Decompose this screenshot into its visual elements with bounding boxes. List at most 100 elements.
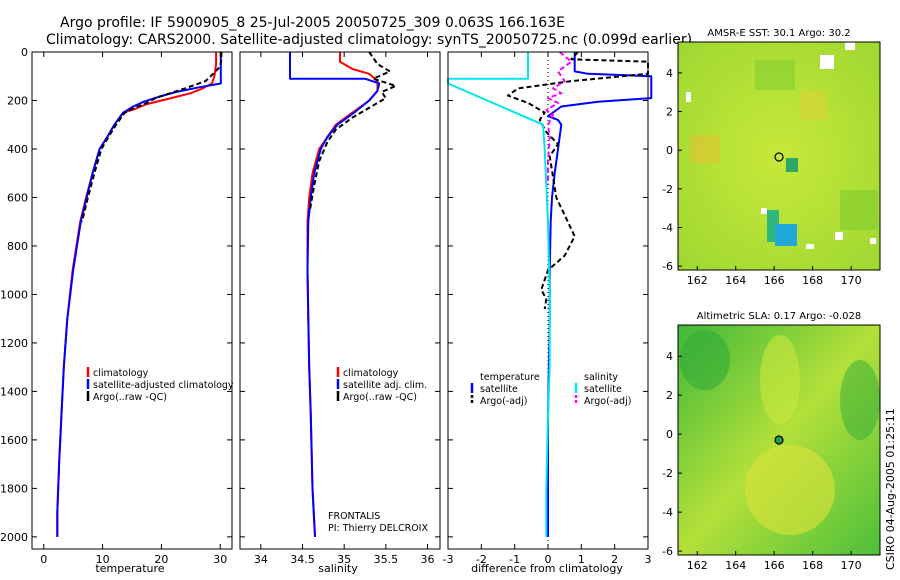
x-tick-label: 34.5 (290, 553, 315, 566)
difference-series-2 (447, 52, 551, 537)
map-x-tick-label: 170 (841, 559, 862, 572)
legend-label: Argo(..raw -QC) (93, 392, 167, 403)
y-tick-label: 800 (7, 240, 28, 253)
sst-missing-cell (820, 55, 834, 69)
map-x-tick-label: 166 (764, 559, 785, 572)
y-tick-label: 1400 (0, 385, 28, 398)
temperature-series-2 (81, 52, 223, 222)
map-x-tick-label: 162 (687, 559, 708, 572)
map-y-tick-label: 4 (666, 67, 673, 80)
difference-series-0 (547, 52, 653, 537)
salinity-series-2 (309, 51, 397, 210)
figure-title-line1: Argo profile: IF 5900905_8 25-Jul-2005 2… (60, 15, 565, 31)
x-tick-label: 34 (254, 553, 268, 566)
x-tick-label: 30 (213, 553, 227, 566)
temperature-xlabel: temperature (95, 562, 164, 575)
sla-high-region (760, 335, 800, 425)
map-y-tick-label: -2 (662, 183, 673, 196)
y-tick-label: 1800 (0, 482, 28, 495)
map-x-tick-label: 164 (725, 559, 746, 572)
temperature-series-0 (56, 52, 218, 537)
y-tick-label: 0 (21, 46, 28, 59)
sst-missing-cell (686, 92, 691, 102)
sst-cold-patch (786, 158, 798, 172)
sst-missing-cell (806, 244, 814, 249)
legend-label: Argo(-adj) (480, 396, 527, 407)
x-tick-label: 3 (645, 553, 652, 566)
y-tick-label: 200 (7, 94, 28, 107)
legend-label: Argo(-adj) (584, 396, 631, 407)
sst-map-frame (677, 41, 881, 271)
profile-panels: 0 10 20 30020040060080010001200140016001800… (0, 46, 653, 566)
y-tick-label: 2000 (0, 531, 28, 544)
x-tick-label: 0 (40, 553, 47, 566)
sla-low-region (680, 330, 730, 390)
y-tick-label: 400 (7, 143, 28, 156)
map-y-tick-label: 0 (666, 428, 673, 441)
y-tick-label: 1200 (0, 337, 28, 350)
x-tick-label: -3 (443, 553, 454, 566)
x-tick-label: 0 (545, 553, 552, 566)
salinity-frame (239, 51, 441, 550)
legend-label: satellite (480, 384, 518, 395)
sst-argo-marker (774, 152, 784, 162)
y-tick-label: 1000 (0, 288, 28, 301)
sst-missing-cell (835, 232, 843, 240)
difference-series-1 (507, 51, 649, 310)
legend-label: satellite (584, 384, 622, 395)
map-y-tick-label: 4 (666, 350, 673, 363)
sst-warm-patch (800, 90, 826, 120)
timestamp-label: CSIRO 04-Aug-2005 01:25:11 (884, 408, 897, 570)
legend-heading: temperature (480, 372, 540, 383)
salinity-annotation-line1: FRONTALIS (328, 511, 380, 522)
map-y-tick-label: -4 (662, 221, 673, 234)
y-tick-label: 600 (7, 191, 28, 204)
sla-argo-marker (774, 435, 784, 445)
x-tick-label: -1 (509, 553, 520, 566)
sst-map-title: AMSR-E SST: 30.1 Argo: 30.2 (707, 28, 850, 39)
x-tick-label: 20 (154, 553, 168, 566)
difference-panel: -3 -2 -1 0 1 2 3temperaturesatelliteArgo(-adj)… (443, 51, 653, 566)
sla-map-title: Altimetric SLA: 0.17 Argo: -0.028 (697, 311, 862, 322)
sst-missing-cell (761, 208, 767, 214)
salinity-annotation-line2: PI: Thierry DELCROIX (328, 523, 428, 534)
legend-label: climatology (343, 368, 399, 379)
map-y-tick-label: -2 (662, 467, 673, 480)
map-x-tick-label: 168 (802, 274, 823, 287)
map-y-tick-label: -6 (662, 545, 673, 558)
legend-label: Argo(..raw -QC) (343, 392, 417, 403)
legend-heading: salinity (584, 372, 618, 383)
temperature-series-1 (56, 52, 222, 537)
salinity-xlabel: salinity (318, 562, 358, 575)
map-y-tick-label: 2 (666, 389, 673, 402)
sla-map: Altimetric SLA: 0.17 Argo: -0.028 162 164… (662, 311, 881, 572)
sst-cold-patch (775, 224, 797, 246)
map-x-tick-label: 162 (687, 274, 708, 287)
legend-label: satellite adj. clim. (343, 380, 427, 391)
x-tick-label: 2 (611, 553, 618, 566)
map-x-tick-label: 166 (764, 274, 785, 287)
temperature-panel: 0 10 20 30 0 200 400 600 800 1000 1200 1400 1600 1800… (0, 46, 234, 566)
sst-cool-patch (840, 190, 878, 230)
legend-label: climatology (93, 368, 149, 379)
map-x-tick-label: 168 (802, 559, 823, 572)
sst-missing-cell (845, 42, 855, 50)
y-tick-label: 1600 (0, 434, 28, 447)
map-y-tick-label: 2 (666, 106, 673, 119)
map-x-tick-label: 164 (725, 274, 746, 287)
difference-series-3 (545, 51, 573, 186)
x-tick-label: 1 (578, 553, 585, 566)
figure-title-line2: Climatology: CARS2000. Satellite-adjuste… (46, 32, 692, 48)
sst-missing-cell (870, 238, 876, 244)
x-tick-label: 35 (337, 553, 351, 566)
difference-xlabel: difference from climatology (471, 562, 623, 575)
x-tick-label: 36 (421, 553, 435, 566)
map-y-tick-label: -6 (662, 260, 673, 273)
sst-map-ticks: 162 164 166 168 170 4 2 0 -2 -4 -6 (662, 67, 862, 287)
map-x-tick-label: 170 (841, 274, 862, 287)
map-y-tick-label: 0 (666, 144, 673, 157)
sla-high-region (745, 445, 835, 535)
sst-warm-patch (690, 135, 720, 163)
